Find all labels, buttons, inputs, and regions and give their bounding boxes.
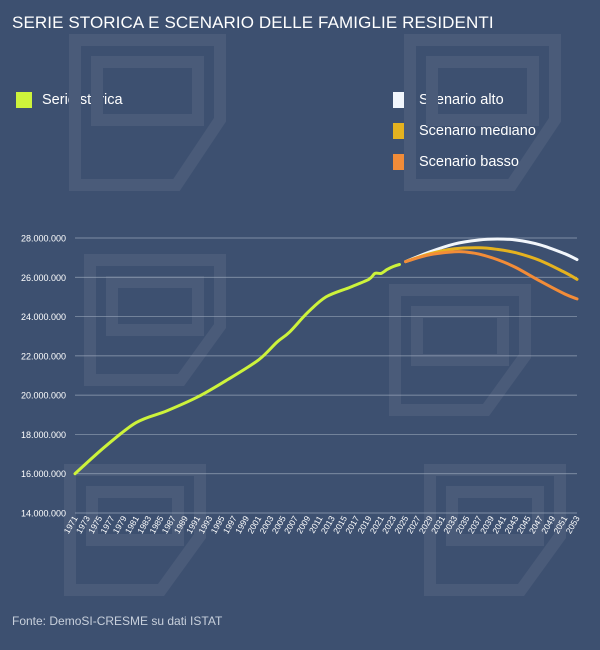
series-scenario-alto — [404, 237, 579, 264]
series-scenario-mediano — [404, 246, 579, 281]
source-note: Fonte: DemoSI-CRESME su dati ISTAT — [12, 614, 223, 628]
grid-lines — [75, 237, 577, 514]
legend-swatch — [16, 92, 32, 108]
series-serie-storica — [73, 263, 401, 476]
chart-title: SERIE STORICA E SCENARIO DELLE FAMIGLIE … — [12, 13, 494, 32]
watermark-shape — [424, 464, 566, 596]
watermark-shape — [69, 34, 226, 191]
series-lines — [73, 237, 579, 476]
y-tick-label: 28.000.000 — [21, 234, 66, 244]
y-tick-label: 22.000.000 — [21, 351, 66, 361]
y-tick-label: 20.000.000 — [21, 391, 66, 401]
y-tick-label: 26.000.000 — [21, 273, 66, 283]
y-tick-label: 18.000.000 — [21, 430, 66, 440]
series-scenario-basso — [404, 250, 579, 301]
y-axis-ticks: 14.000.000 16.000.000 18.000.000 20.000.000… — [21, 234, 66, 519]
y-tick-label: 16.000.000 — [21, 469, 66, 479]
legend-label: Scenario alto — [419, 92, 504, 108]
watermark-shape — [64, 464, 206, 596]
watermark-logo — [64, 34, 566, 596]
x-tick-label: 2053 — [564, 514, 582, 536]
watermark-shape — [404, 34, 561, 191]
y-tick-label: 24.000.000 — [21, 312, 66, 322]
x-axis-ticks: 1971197319751977197919811983198519871989… — [62, 514, 582, 536]
legend-label: Scenario mediano — [419, 123, 536, 139]
y-tick-label: 14.000.000 — [21, 509, 66, 519]
legend-label: Scenario basso — [419, 154, 519, 170]
watermark-shape — [84, 254, 226, 386]
watermark-shape — [389, 284, 531, 416]
